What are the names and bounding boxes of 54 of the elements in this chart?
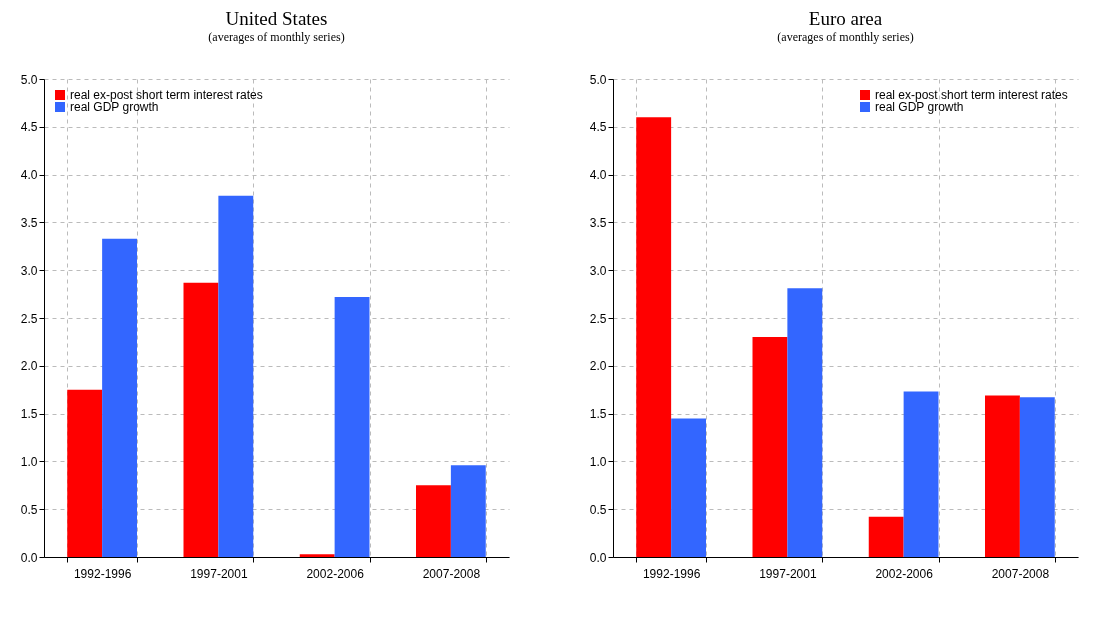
y-tick-label: 4.0: [20, 168, 38, 183]
y-tick-label: 3.5: [20, 215, 38, 230]
legend-label: real ex-post short term interest rates: [70, 88, 263, 102]
x-tick-label: 2007-2008: [422, 566, 481, 581]
bar: [985, 395, 1020, 557]
y-tick-label: 1.0: [589, 454, 607, 469]
y-tick-label: 2.5: [589, 311, 607, 326]
y-tick-label: 0.0: [20, 550, 38, 565]
bar: [183, 282, 219, 557]
x-tick-label: 2007-2008: [991, 566, 1050, 581]
bar: [787, 288, 823, 557]
x-tick-label: 2002-2006: [875, 566, 934, 581]
chart-subtitle: (averages of monthly series): [208, 30, 345, 44]
legend-label: real ex-post short term interest rates: [875, 88, 1068, 102]
x-tick-label: 1992-1996: [73, 566, 132, 581]
y-tick-label: 1.5: [20, 407, 38, 422]
y-tick-label: 1.0: [20, 454, 38, 469]
bar: [450, 465, 486, 557]
y-tick-label: 3.0: [589, 263, 607, 278]
bar: [1019, 397, 1055, 557]
y-tick-label: 2.0: [20, 359, 38, 374]
y-tick-label: 2.5: [20, 311, 38, 326]
bar: [218, 195, 254, 557]
y-tick-label: 4.0: [589, 168, 607, 183]
bar: [67, 389, 103, 557]
legend-label: real GDP growth: [875, 100, 964, 114]
bar: [903, 391, 939, 557]
y-tick-label: 0.5: [589, 502, 607, 517]
bar: [334, 296, 370, 557]
y-tick-label: 0.5: [20, 502, 38, 517]
legend-label: real GDP growth: [70, 100, 159, 114]
y-tick-label: 2.0: [589, 359, 607, 374]
bar: [671, 418, 706, 557]
x-tick-label: 1997-2001: [759, 566, 817, 581]
chart-title: Euro area: [808, 8, 883, 29]
y-tick-label: 0.0: [589, 550, 607, 565]
x-tick-label: 1992-1996: [642, 566, 701, 581]
bar: [752, 337, 788, 557]
y-tick-label: 1.5: [589, 407, 607, 422]
y-tick-label: 5.0: [589, 72, 607, 87]
bar: [636, 117, 672, 557]
x-tick-label: 2002-2006: [306, 566, 365, 581]
bar: [299, 554, 335, 557]
y-tick-label: 4.5: [589, 120, 607, 135]
bar: [102, 238, 137, 557]
y-tick-label: 5.0: [20, 72, 38, 87]
y-tick-label: 4.5: [20, 120, 38, 135]
chart-title: United States: [225, 8, 328, 29]
chart-subtitle: (averages of monthly series): [777, 30, 914, 44]
x-tick-label: 1997-2001: [190, 566, 248, 581]
y-tick-label: 3.5: [589, 215, 607, 230]
y-tick-label: 3.0: [20, 263, 38, 278]
bar: [416, 485, 451, 557]
bar: [868, 516, 904, 557]
